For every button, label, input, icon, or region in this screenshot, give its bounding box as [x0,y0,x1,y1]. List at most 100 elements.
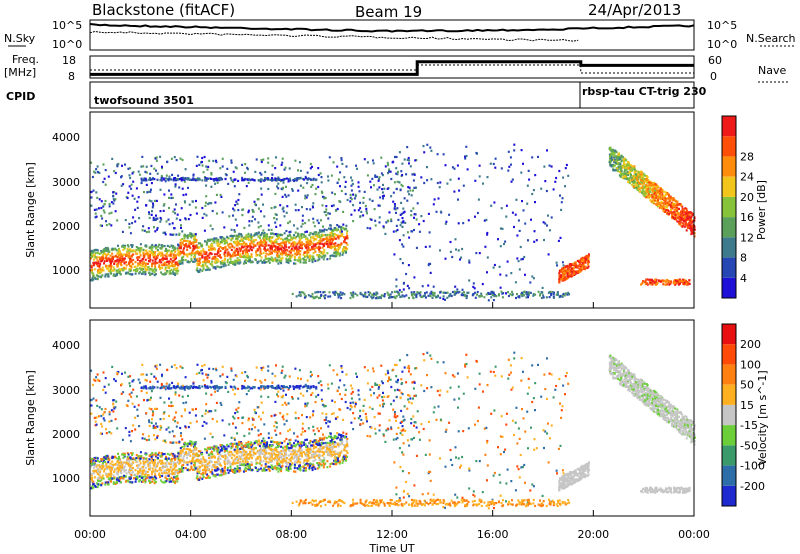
power-cell [178,254,181,257]
power-cell [181,238,184,241]
power-cell [449,240,452,244]
power-cell [215,161,218,164]
power-cell [220,195,223,198]
velocity-cell [239,458,242,461]
power-cell [168,189,170,192]
power-cell [332,291,335,294]
velocity-cell [278,458,280,461]
power-cell [102,209,105,212]
power-cell [131,263,134,266]
power-cell [334,293,336,296]
cbar-segment [722,156,736,177]
power-cell [412,189,414,192]
power-cell [293,249,295,252]
power-cell [318,296,320,300]
power-cell [90,204,93,207]
power-cell [172,260,174,263]
power-cell [123,253,126,256]
power-cell [321,234,324,238]
power-cell [393,207,396,210]
power-cell [679,218,681,221]
power-cell [672,282,675,285]
power-cell [294,159,297,162]
power-cell [671,197,674,200]
power-cell [328,212,331,215]
power-cell [124,267,127,270]
power-cell [190,178,193,181]
power-cell [236,224,239,227]
power-cell [144,263,147,266]
power-cell [256,198,259,201]
velocity-cell [151,457,154,460]
power-cell [366,161,369,164]
power-cell [629,165,632,169]
power-cell [394,205,396,208]
power-cell [146,268,149,271]
power-cell [278,178,281,181]
power-cell [253,179,256,182]
power-cell [179,246,182,249]
power-cell [276,259,279,262]
power-cell [644,280,647,283]
power-cell [206,254,209,257]
power-cell [573,272,576,275]
power-cell [91,175,94,179]
power-cell [287,180,290,183]
power-cell [289,230,292,233]
velocity-cell [193,441,196,444]
power-cell [149,268,151,271]
power-cell [568,265,571,268]
power-cell [253,239,256,242]
power-cell [388,293,391,296]
power-cell [277,262,280,265]
power-cell [173,246,176,249]
power-cell [222,239,225,242]
power-cell [653,193,656,196]
power-cell [141,268,144,271]
power-cell [211,247,214,250]
power-cell [210,177,212,180]
power-cell [407,264,410,267]
power-cell [439,181,442,184]
power-cell [491,293,494,296]
power-cell [332,234,334,237]
power-cell [637,185,640,188]
power-cell [233,240,236,243]
power-cell [323,255,326,258]
power-cell [268,257,271,261]
power-cell [499,227,502,230]
power-cell [168,272,171,275]
power-cell [206,168,209,171]
power-cell [239,242,242,246]
power-cell [197,269,199,272]
power-cell [265,252,268,255]
power-cell [394,208,397,211]
power-cell [104,275,107,278]
power-cell [237,209,240,212]
power-cell [628,182,631,185]
power-cell [328,291,331,294]
power-cell [222,247,224,250]
power-cell [263,215,266,218]
power-cell [681,212,684,215]
power-cell [334,209,337,212]
power-cell [302,233,305,236]
power-cell [163,261,166,264]
power-cell [678,278,681,281]
power-cell [395,211,397,214]
velocity-cell [143,463,146,466]
power-cell [112,191,115,194]
power-cell [624,175,627,178]
power-cell [413,276,416,279]
power-cell [345,165,348,168]
power-cell [523,255,526,259]
power-cell [174,273,177,277]
power-cell [626,170,629,173]
power-cell [105,220,107,223]
power-cell [131,194,134,197]
power-cell [126,247,129,251]
power-cell [154,260,157,263]
power-cell [270,228,273,231]
power-cell [689,211,691,214]
power-cell [248,245,251,248]
